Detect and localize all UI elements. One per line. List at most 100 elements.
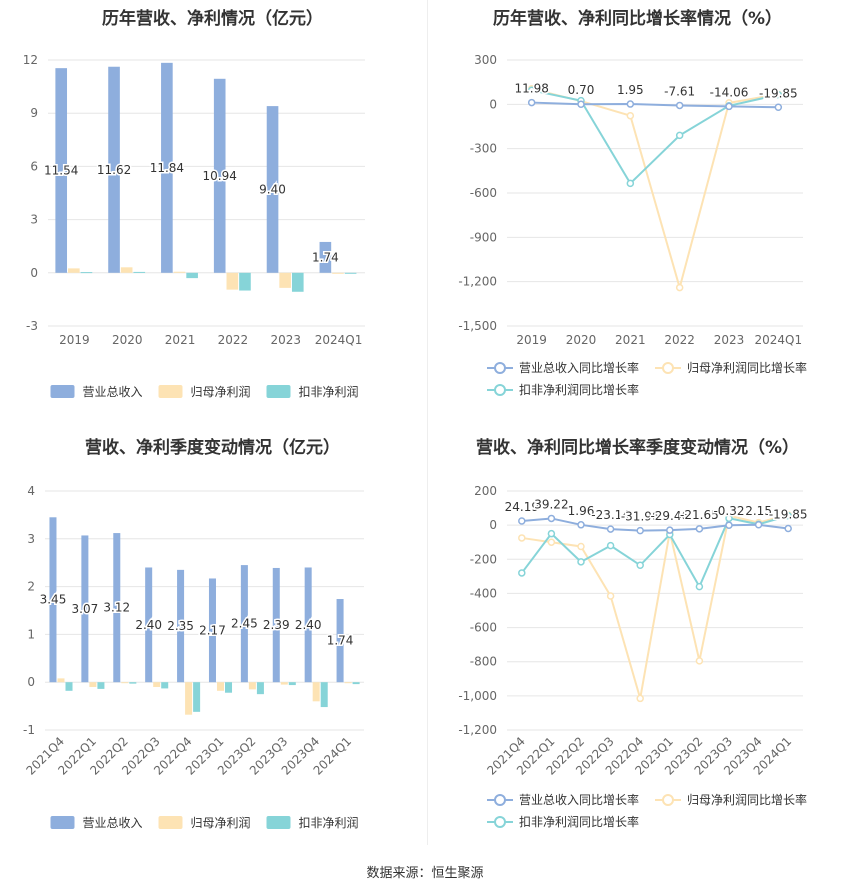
annual-growth-title: 历年营收、净利同比增长率情况（%）: [492, 9, 783, 29]
annual-growth-ytick-label: -600: [470, 186, 497, 200]
source-footer: 数据来源：恒生聚源: [366, 866, 484, 881]
quarterly-amount-bar-revenue: [304, 567, 312, 683]
quarterly-growth-legend-marker: [494, 816, 506, 828]
quarterly-amount-revenue-value-label: 1.74: [327, 634, 354, 648]
quarterly-growth-point: [606, 541, 615, 550]
quarterly-amount-bar-deducted-profit: [97, 682, 105, 689]
annual-growth-legend-label: 归母净利润同比增长率: [687, 360, 807, 375]
quarterly-amount-bar-net-profit: [280, 682, 288, 685]
quarterly-amount-ytick-label: 2: [27, 580, 35, 594]
quarterly-growth-point: [636, 561, 644, 570]
annual-growth-point: [626, 111, 635, 120]
quarterly-amount-legend-label: 归母净利润: [191, 816, 251, 830]
annual-growth-xtick-label: 2021: [615, 333, 646, 347]
annual-growth-point: [626, 179, 635, 188]
quarterly-growth-growth-value-label: -21.65: [680, 508, 719, 522]
quarterly-growth-point: [784, 524, 792, 533]
annual-growth-legend-marker: [494, 362, 506, 374]
quarterly-growth-point: [547, 514, 556, 523]
annual-amount-panel: 历年营收、净利情况（亿元） 12 9 6 3 0 -3 2019 2020 2021 2022 20…: [0, 0, 425, 420]
quarterly-growth-line-revenue-growth: [521, 517, 789, 532]
annual-growth-ytick-label: -300: [470, 142, 497, 156]
quarterly-growth-growth-value-label: 39.22: [534, 497, 568, 511]
quarterly-growth-point: [577, 542, 585, 551]
annual-amount-bar-net-profit: [332, 272, 344, 274]
quarterly-amount-bar-net-profit: [185, 682, 193, 715]
quarterly-growth-legend-label: 营业总收入同比增长率: [519, 792, 639, 807]
quarterly-growth-panel: 营收、净利同比增长率季度变动情况（%） 200 0 -200 -400 -600 -800…: [425, 425, 850, 850]
quarterly-growth-growth-value-label: -29.46: [650, 509, 689, 523]
annual-growth-ytick-label: 0: [489, 97, 497, 111]
quarterly-growth-point: [518, 534, 526, 542]
quarterly-growth-point: [547, 538, 556, 546]
annual-amount-revenue-value-label: 11.62: [97, 163, 131, 177]
quarterly-amount-revenue-value-label: 2.17: [199, 623, 226, 637]
quarterly-growth-point: [666, 526, 674, 534]
quarterly-amount-bar-revenue: [49, 517, 57, 683]
annual-growth-legend-label: 扣非净利润同比增长率: [519, 382, 639, 397]
annual-amount-bar-revenue: [161, 62, 173, 273]
quarterly-growth-growth-value-label: -19.85: [769, 508, 808, 522]
quarterly-growth-legend-marker: [662, 794, 674, 806]
annual-amount-title: 历年营收、净利情况（亿元）: [102, 9, 323, 29]
annual-amount-bar-deducted-profit: [344, 272, 357, 274]
annual-amount-bar-revenue: [55, 68, 68, 273]
annual-amount-bar-net-profit: [279, 272, 291, 288]
annual-growth-growth-value-label: -14.06: [710, 85, 749, 99]
quarterly-amount-panel: 营收、净利季度变动情况（亿元） 4 3 2 1 0 -1 2021Q4 2022Q1 2022Q…: [0, 425, 425, 850]
annual-growth-xtick-label: 2023: [714, 333, 745, 347]
quarterly-growth-growth-value-label: 24.19: [505, 500, 539, 514]
quarterly-amount-legend-swatch: [158, 816, 183, 829]
quarterly-amount-bar-revenue: [272, 567, 280, 683]
quarterly-amount-bar-deducted-profit: [225, 682, 233, 693]
quarterly-amount-bar-revenue: [336, 599, 344, 683]
quarterly-growth-growth-value-label: -0.32: [713, 504, 744, 518]
quarterly-growth-point: [606, 592, 615, 600]
quarterly-growth-point: [518, 517, 526, 525]
quarterly-amount-bar-deducted-profit: [288, 682, 296, 686]
quarterly-growth-ytick-label: 0: [489, 518, 497, 532]
quarterly-growth-ytick-label: -400: [470, 586, 497, 600]
quarterly-growth-legend-label: 扣非净利润同比增长率: [519, 814, 639, 829]
quarterly-growth-growth-value-label: 2.15: [745, 504, 772, 518]
quarterly-amount-bar-deducted-profit: [320, 682, 328, 708]
annual-amount-xtick-label: 2021: [165, 333, 196, 347]
quarterly-amount-bar-net-profit: [57, 678, 65, 683]
quarterly-growth-point: [725, 514, 733, 523]
annual-growth-point: [675, 283, 684, 292]
quarterly-growth-point: [784, 512, 792, 520]
annual-amount-ytick-label: 3: [30, 213, 38, 227]
annual-amount-legend-swatch: [266, 385, 291, 398]
annual-growth-point: [725, 102, 733, 111]
quarterly-growth-growth-value-label: 1.96: [568, 504, 595, 518]
quarterly-amount-bar-deducted-profit: [161, 682, 169, 689]
quarterly-growth-title: 营收、净利同比增长率季度变动情况（%）: [475, 438, 800, 458]
quarterly-amount-bar-revenue: [208, 578, 216, 683]
annual-growth-point: [774, 103, 783, 112]
annual-amount-legend-label: 归母净利润: [191, 385, 251, 399]
annual-amount-bar-net-profit: [120, 267, 133, 273]
quarterly-amount-bar-revenue: [145, 567, 153, 683]
annual-amount-ytick-label: 6: [30, 159, 38, 173]
quarterly-growth-ytick-label: -200: [470, 552, 497, 566]
quarterly-growth-point: [754, 521, 763, 529]
annual-growth-growth-value-label: -19.85: [759, 86, 798, 100]
annual-growth-point: [774, 90, 783, 99]
quarterly-amount-title: 营收、净利季度变动情况（亿元）: [85, 438, 340, 458]
quarterly-growth-point: [636, 526, 644, 535]
quarterly-amount-bar-net-profit: [312, 682, 320, 702]
annual-growth-growth-value-label: 0.70: [568, 83, 595, 97]
quarterly-amount-revenue-value-label: 3.12: [103, 601, 130, 615]
quarterly-growth-point: [636, 694, 644, 703]
annual-amount-chart: 12 9 6 3 0 -3 2019 2020 2021 2022 2023 2024Q1 11.54 1…: [23, 53, 365, 399]
quarterly-growth-point: [547, 529, 556, 538]
annual-amount-legend-label: 扣非净利润: [299, 385, 359, 399]
annual-growth-xtick-label: 2022: [664, 333, 695, 347]
quarterly-amount-revenue-value-label: 2.39: [263, 618, 290, 632]
annual-amount-ytick-label: 12: [23, 53, 38, 67]
annual-growth-xtick-label: 2019: [516, 333, 547, 347]
quarterly-growth-legend-label: 归母净利润同比增长率: [687, 792, 807, 807]
quarterly-amount-ytick-label: 3: [27, 532, 35, 546]
annual-growth-point: [577, 100, 585, 108]
annual-growth-point: [626, 100, 635, 108]
